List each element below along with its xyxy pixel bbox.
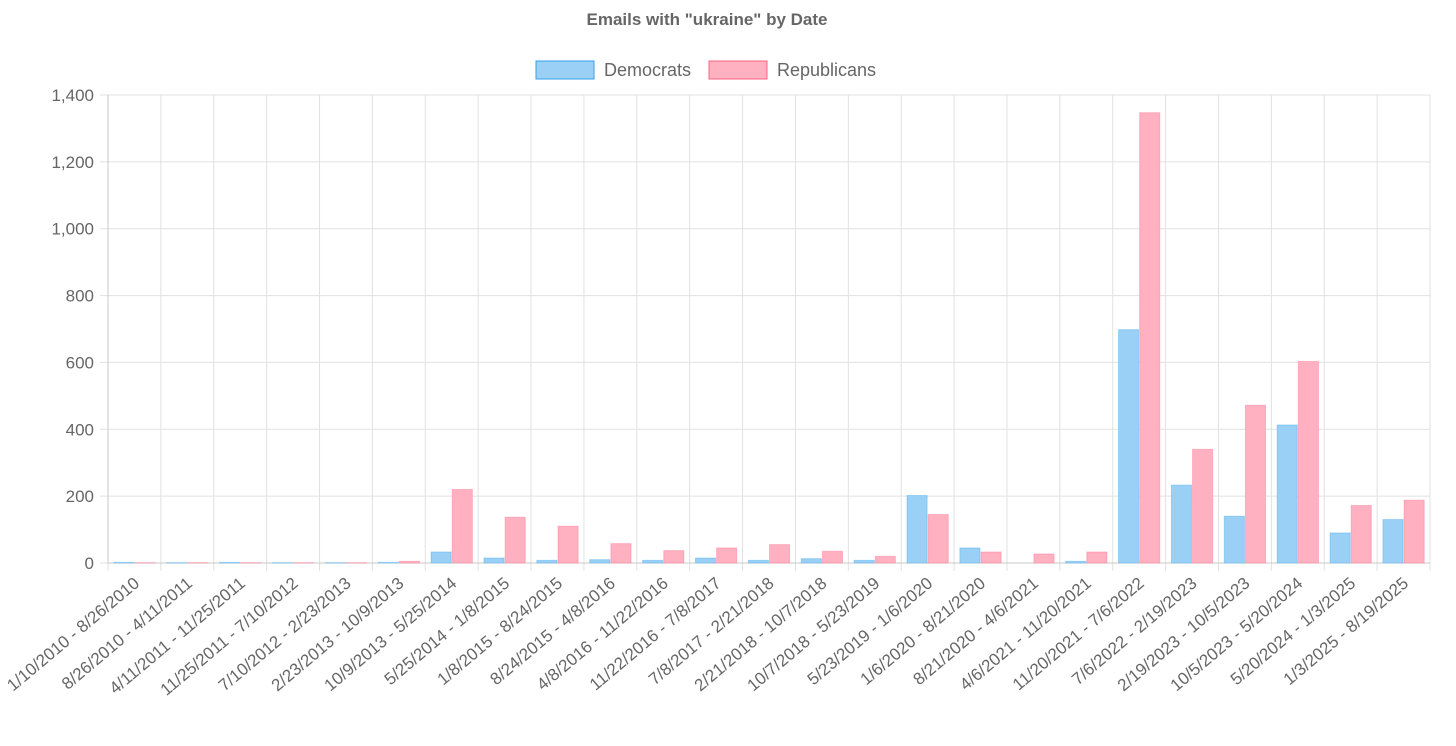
bar-republicans[interactable] (504, 516, 526, 564)
bar-republicans[interactable] (1033, 553, 1055, 564)
bar-republicans[interactable] (1297, 360, 1319, 564)
bar-democrats[interactable] (1276, 424, 1298, 564)
bar-republicans[interactable] (398, 560, 420, 564)
bar-democrats[interactable] (536, 559, 558, 564)
y-tick-label: 1,400 (51, 86, 94, 105)
bar-democrats[interactable] (959, 547, 981, 564)
bar-democrats[interactable] (377, 561, 399, 564)
bar-republicans[interactable] (1350, 505, 1372, 564)
bar-democrats[interactable] (1170, 484, 1193, 564)
bar-democrats[interactable] (1382, 519, 1404, 564)
bar-republicans[interactable] (927, 514, 949, 564)
bar-republicans[interactable] (874, 555, 896, 564)
bar-democrats[interactable] (1329, 532, 1351, 564)
y-tick-label: 1,000 (51, 220, 94, 239)
bar-republicans[interactable] (451, 488, 473, 564)
legend-label-republicans[interactable]: Republicans (777, 60, 876, 80)
bar-republicans[interactable] (1192, 448, 1214, 564)
y-tick-label: 1,200 (51, 153, 94, 172)
y-tick-label: 800 (66, 287, 94, 306)
bar-republicans[interactable] (557, 525, 579, 564)
bar-republicans[interactable] (769, 544, 791, 564)
bar-democrats[interactable] (1118, 329, 1140, 564)
bar-republicans[interactable] (663, 550, 685, 564)
y-tick-label: 200 (66, 487, 94, 506)
bar-democrats[interactable] (589, 559, 611, 564)
bar-democrats[interactable] (113, 561, 135, 564)
y-axis-ticks: 0 200 400 600 800 1,000 1,200 1,400 (51, 86, 94, 573)
bars (113, 112, 1425, 564)
legend-swatch-democrats[interactable] (535, 60, 595, 80)
y-tick-label: 600 (66, 353, 94, 372)
bar-republicans[interactable] (1139, 112, 1161, 564)
bar-democrats[interactable] (1065, 560, 1087, 564)
chart-title: Emails with "ukraine" by Date (587, 10, 828, 29)
bar-democrats[interactable] (694, 557, 717, 564)
bar-democrats[interactable] (430, 551, 452, 564)
bar-democrats[interactable] (747, 559, 770, 564)
bar-democrats[interactable] (1223, 515, 1245, 564)
bar-republicans[interactable] (821, 550, 844, 564)
bar-republicans[interactable] (716, 547, 738, 564)
bar-democrats[interactable] (483, 557, 505, 564)
bar-republicans[interactable] (1244, 404, 1267, 564)
legend-swatch-republicans[interactable] (708, 60, 768, 80)
bar-republicans[interactable] (980, 551, 1002, 564)
legend: Democrats Republicans (535, 60, 876, 80)
y-tick-label: 400 (66, 420, 94, 439)
bar-democrats[interactable] (219, 561, 241, 564)
grid-lines (100, 94, 1431, 571)
bar-democrats[interactable] (853, 559, 875, 564)
legend-label-democrats[interactable]: Democrats (604, 60, 691, 80)
bar-republicans[interactable] (1086, 551, 1108, 564)
bar-republicans[interactable] (1403, 499, 1425, 564)
bar-democrats[interactable] (642, 559, 664, 564)
bar-democrats[interactable] (800, 558, 822, 564)
y-tick-label: 0 (85, 554, 94, 573)
bar-democrats[interactable] (906, 494, 928, 564)
bar-republicans[interactable] (610, 543, 632, 564)
